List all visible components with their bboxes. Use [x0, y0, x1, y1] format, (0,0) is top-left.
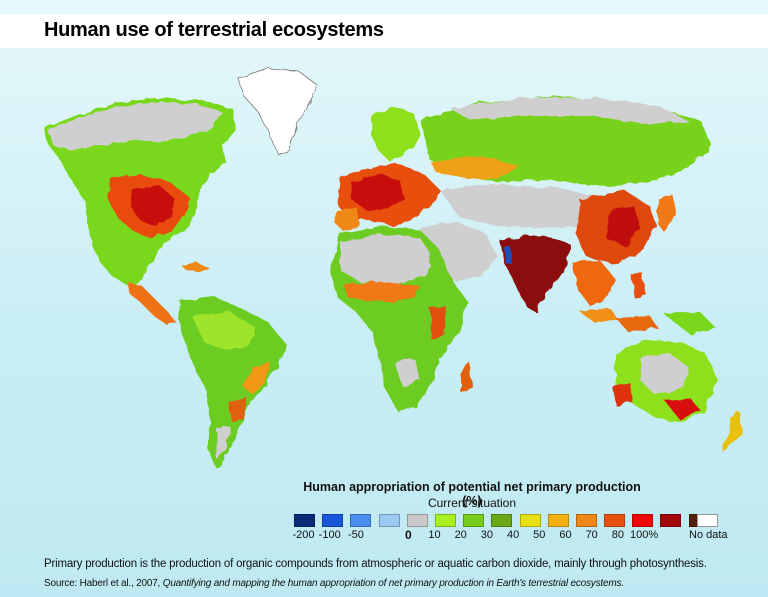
- no-data-swatch: [697, 514, 718, 527]
- south-america-east: [242, 362, 270, 394]
- source: Source: Haberl et al., 2007, Quantifying…: [44, 578, 624, 589]
- source-prefix: Source: Haberl et al., 2007,: [44, 578, 161, 589]
- legend-swatch: [575, 514, 597, 527]
- kalahari: [394, 358, 420, 388]
- north-america-arctic-ice: [48, 102, 222, 150]
- legend-tick-label: 10: [428, 529, 441, 541]
- sahel-use: [344, 282, 420, 302]
- legend-tick-label: 0: [404, 528, 412, 542]
- patagonia: [216, 426, 230, 460]
- legend-swatch: [378, 514, 400, 527]
- caribbean: [180, 262, 210, 272]
- iberia: [334, 208, 360, 232]
- source-title: Quantifying and mapping the human approp…: [162, 578, 624, 589]
- map-title: Human use of terrestrial ecosystems: [44, 19, 384, 41]
- madagascar: [462, 362, 472, 394]
- legend-tick-label: -200: [292, 529, 315, 541]
- central-america: [128, 282, 176, 326]
- legend-tick-label: 60: [559, 529, 572, 541]
- japan: [656, 194, 676, 232]
- sahara: [340, 234, 432, 284]
- indonesia-2: [616, 316, 658, 332]
- legend-subtitle: Current situation: [427, 496, 517, 510]
- legend-swatch: [322, 514, 344, 527]
- world-map: [44, 67, 742, 468]
- south-asia: [500, 234, 570, 312]
- india-indus: [504, 246, 512, 264]
- legend-title: Human appropriation of potential net pri…: [303, 480, 641, 508]
- philippines: [632, 272, 646, 298]
- australia-southeast: [664, 398, 700, 420]
- russia-ag-belt: [430, 156, 520, 178]
- australia-southwest: [612, 382, 632, 406]
- greenland: [237, 67, 319, 155]
- legend-tick-label: 80: [611, 529, 625, 541]
- legend-tick-label: 50: [533, 529, 546, 541]
- southeast-asia: [572, 260, 616, 306]
- indonesia-1: [580, 308, 618, 324]
- amazon-low-use: [192, 312, 256, 350]
- legend-tick-label: -50: [347, 529, 364, 541]
- new-zealand: [722, 412, 742, 452]
- legend-tick-label: 40: [506, 529, 520, 541]
- east-africa-use: [430, 306, 446, 340]
- scandinavia: [370, 106, 420, 162]
- legend-swatch: [350, 514, 372, 527]
- legend-swatch: [491, 514, 513, 527]
- caption: Primary production is the production of …: [44, 558, 707, 570]
- title-bar: [0, 14, 768, 48]
- legend-swatch: [463, 514, 485, 527]
- legend-tick-label: 20: [454, 529, 467, 541]
- legend-swatch: [604, 514, 626, 527]
- legend-swatch: [406, 514, 428, 527]
- legend-swatch: [547, 514, 569, 527]
- legend-swatch: [632, 514, 654, 527]
- pampas: [228, 398, 248, 422]
- us-core: [130, 186, 176, 226]
- north-china-plain: [606, 206, 640, 246]
- siberia-ice: [450, 98, 690, 124]
- legend-tick-label: 70: [585, 529, 598, 541]
- legend-tick-label: 100%: [630, 529, 659, 541]
- new-guinea: [664, 312, 716, 334]
- legend-tick-label: 30: [480, 529, 494, 541]
- legend-tick-labels: -200 -100 -50 0 10 20 30 40 50 60 70 80 100%: [0, 528, 768, 543]
- legend-swatch: [294, 514, 315, 527]
- australia-interior: [640, 354, 690, 394]
- legend-swatch: [660, 514, 682, 527]
- legend-tick-label: -100: [318, 529, 341, 541]
- legend-swatch: [519, 514, 541, 527]
- no-data-label: No data: [689, 529, 728, 541]
- europe-core: [352, 174, 404, 210]
- legend-swatch: [434, 514, 456, 527]
- legend-color-scale: [294, 514, 717, 527]
